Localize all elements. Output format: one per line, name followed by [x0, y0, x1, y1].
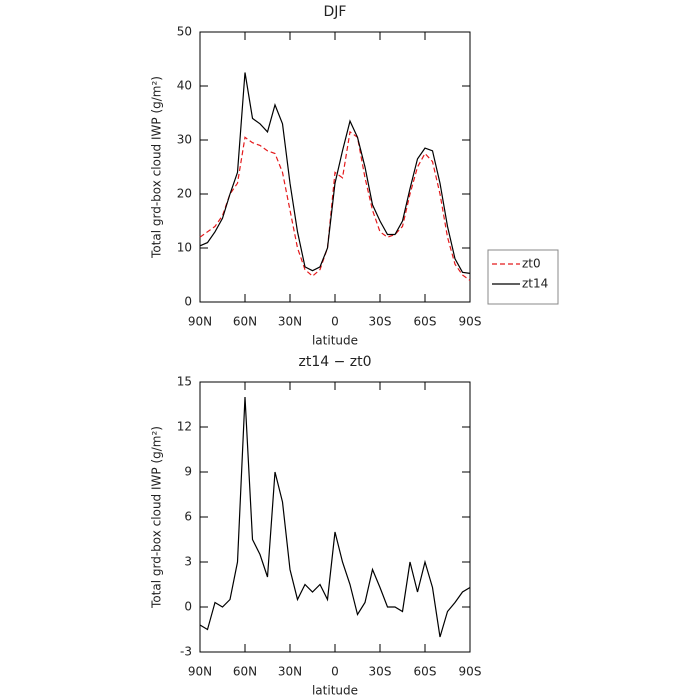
y-tick-label: 3	[184, 555, 192, 569]
y-tick-label: 0	[184, 600, 192, 614]
y-tick-label: 50	[177, 25, 192, 39]
y-tick-label: 20	[177, 187, 192, 201]
x-tick-label: 0	[331, 315, 339, 329]
x-tick-label: 30S	[369, 665, 392, 679]
x-tick-label: 30N	[278, 665, 302, 679]
x-tick-label: 60N	[233, 665, 257, 679]
plot-frame	[199, 381, 471, 653]
legend-label: zt0	[522, 257, 541, 271]
y-tick-label: 40	[177, 79, 192, 93]
y-axis-label: Total grd-box cloud IWP (g/m²)	[150, 426, 164, 609]
y-tick-label: -3	[180, 645, 192, 659]
x-axis-label: latitude	[312, 334, 358, 348]
x-tick-label: 90S	[459, 665, 482, 679]
x-axis-label: latitude	[312, 684, 358, 698]
data-line	[199, 72, 471, 274]
x-tick-label: 60S	[414, 315, 437, 329]
x-tick-label: 60N	[233, 315, 257, 329]
y-tick-label: 12	[177, 420, 192, 434]
y-tick-label: 6	[184, 510, 192, 524]
x-tick-label: 90N	[188, 665, 212, 679]
x-tick-label: 60S	[414, 665, 437, 679]
y-tick-label: 15	[177, 375, 192, 389]
y-tick-label: 10	[177, 241, 192, 255]
x-tick-label: 0	[331, 665, 339, 679]
legend-label: zt14	[522, 277, 548, 291]
x-tick-label: 30N	[278, 315, 302, 329]
data-line	[199, 396, 471, 638]
legend-box	[487, 249, 559, 305]
x-tick-label: 30S	[369, 315, 392, 329]
y-axis-label: Total grd-box cloud IWP (g/m²)	[150, 76, 164, 259]
x-tick-label: 90N	[188, 315, 212, 329]
chart-title: DJF	[324, 4, 347, 20]
y-tick-label: 0	[184, 295, 192, 309]
y-tick-label: 30	[177, 133, 192, 147]
y-tick-label: 9	[184, 465, 192, 479]
x-tick-label: 90S	[459, 315, 482, 329]
chart-title: zt14 − zt0	[298, 354, 371, 370]
data-line	[199, 130, 471, 281]
